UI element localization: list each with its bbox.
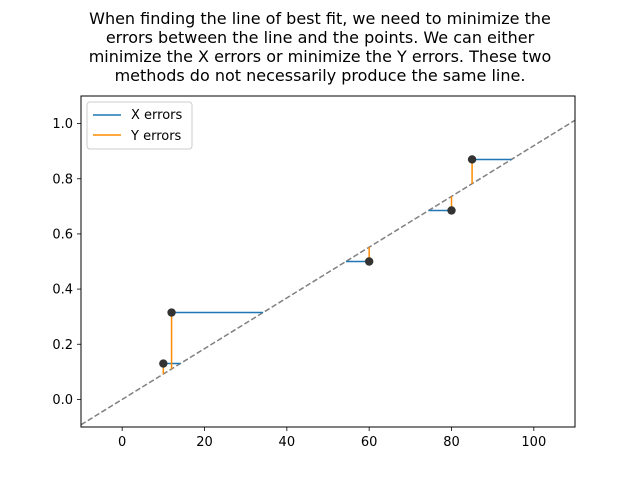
- x-tick-label-5: 100: [521, 435, 546, 450]
- fit-line: [81, 119, 575, 426]
- data-point-0: [159, 359, 168, 368]
- y-tick-label-1: 0.2: [52, 338, 73, 353]
- chart-title: When finding the line of best fit, we ne…: [0, 9, 640, 85]
- x-tick-label-1: 20: [196, 435, 213, 450]
- x-tick-label-0: 0: [118, 435, 126, 450]
- x-tick-label-3: 60: [361, 435, 378, 450]
- data-point-3: [447, 206, 456, 215]
- legend-label-x-errors: X errors: [131, 108, 183, 123]
- y-tick-label-5: 1.0: [52, 117, 73, 132]
- legend-box: [86, 101, 193, 150]
- legend-label-y-errors: Y errors: [130, 129, 182, 144]
- plot-frame: [80, 95, 576, 428]
- x-tick-label-4: 80: [443, 435, 460, 450]
- y-tick-label-2: 0.4: [52, 283, 73, 298]
- data-point-4: [467, 155, 477, 164]
- y-tick-label-0: 0.0: [52, 393, 73, 408]
- chart-title-line-3: minimize the X errors or minimize the Y …: [88, 47, 552, 66]
- chart-title-line-1: When finding the line of best fit, we ne…: [89, 9, 551, 28]
- y-tick-label-4: 0.8: [52, 172, 73, 187]
- data-point-1: [167, 308, 176, 317]
- y-tick-label-3: 0.6: [52, 227, 73, 242]
- legend: X errors Y errors: [86, 101, 193, 150]
- chart-title-line-2: errors between the line and the points. …: [105, 28, 535, 47]
- x-tick-label-2: 40: [279, 435, 296, 450]
- chart-title-line-4: methods do not necessarily produce the s…: [114, 66, 526, 85]
- data-point-2: [364, 257, 374, 266]
